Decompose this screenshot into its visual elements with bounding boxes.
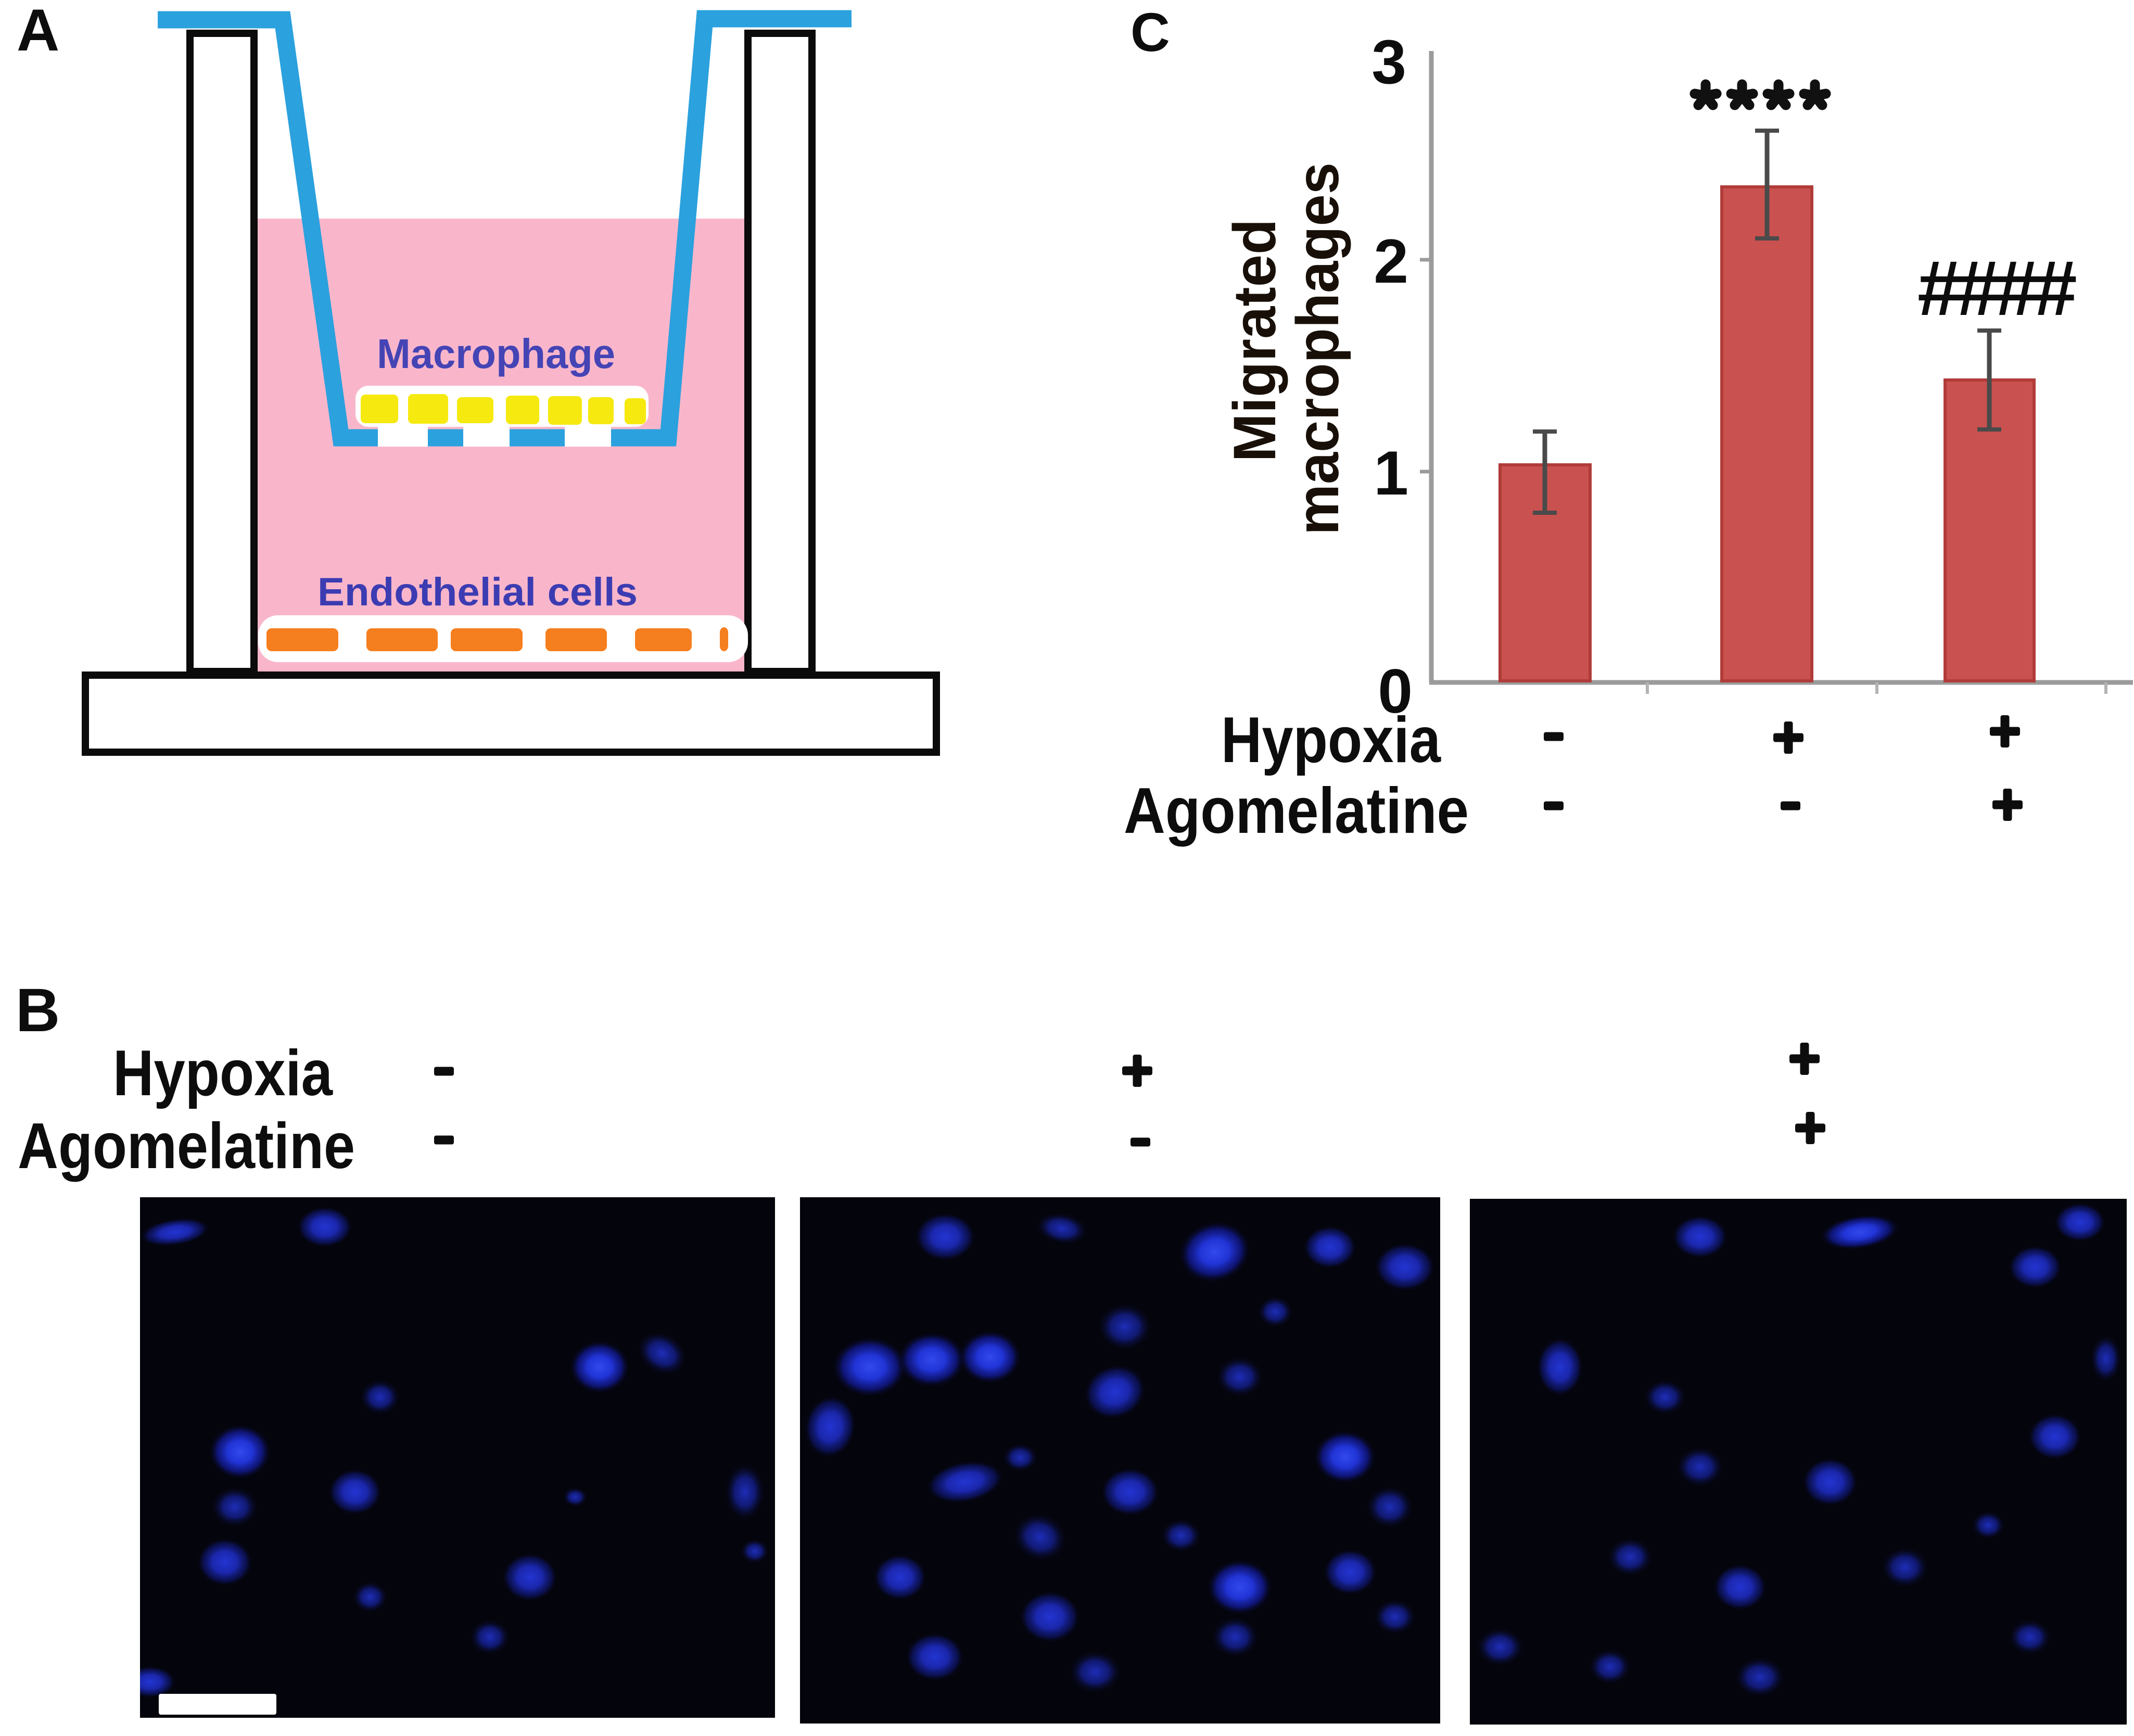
svg-text:2: 2 xyxy=(1374,226,1408,296)
svg-text:B: B xyxy=(16,976,60,1045)
svg-text:Hypoxia: Hypoxia xyxy=(113,1037,333,1109)
svg-text:Endothelial cells: Endothelial cells xyxy=(317,570,638,614)
svg-text:0: 0 xyxy=(1378,656,1413,726)
svg-text:1: 1 xyxy=(1374,438,1408,508)
svg-text:macrophages: macrophages xyxy=(1285,162,1351,535)
svg-text:3: 3 xyxy=(1371,27,1406,97)
svg-text:Agomelatine: Agomelatine xyxy=(18,1110,355,1182)
svg-text:####: #### xyxy=(1917,244,2076,332)
svg-text:Macrophage: Macrophage xyxy=(377,331,615,377)
svg-text:Hypoxia: Hypoxia xyxy=(1221,704,1441,776)
svg-text:Agomelatine: Agomelatine xyxy=(1124,775,1469,847)
svg-text:A: A xyxy=(17,0,59,64)
svg-text:C: C xyxy=(1130,2,1170,63)
svg-text:Migrated: Migrated xyxy=(1222,219,1288,462)
